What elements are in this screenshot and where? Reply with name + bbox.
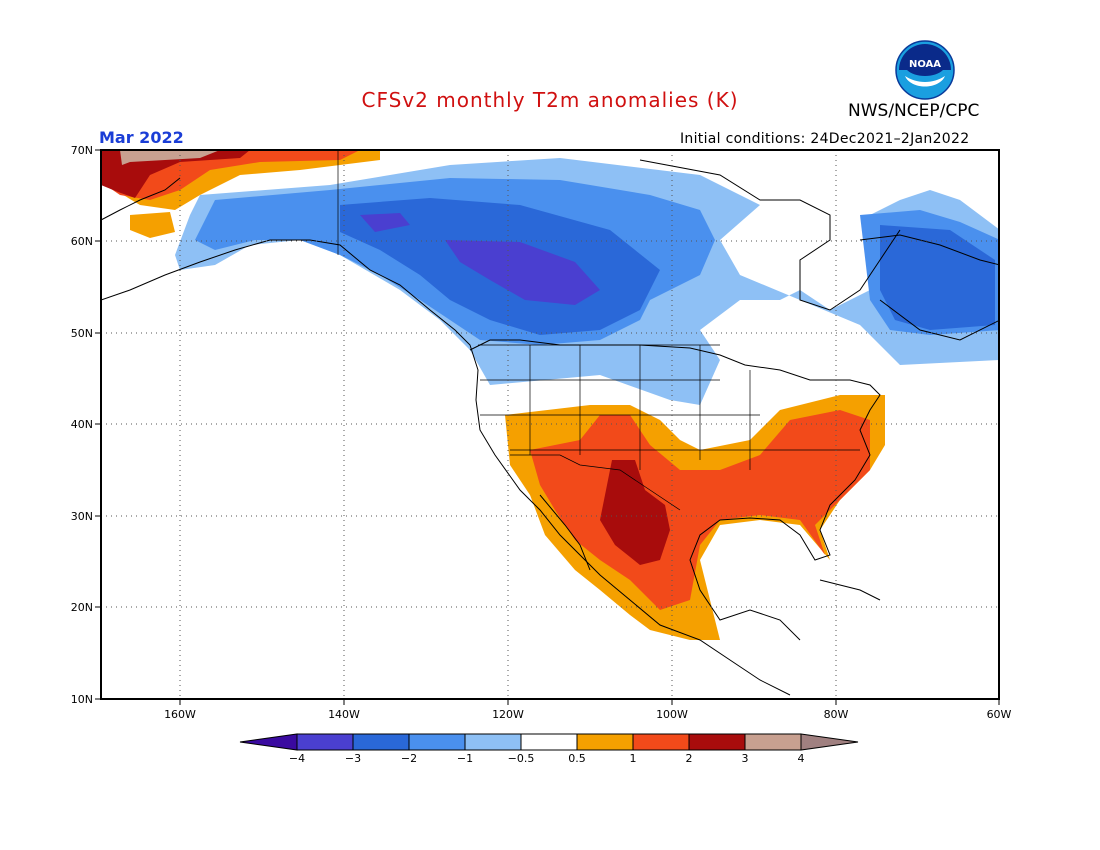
colorbar-label: 4 xyxy=(798,752,805,765)
colorbar-segment-m2 xyxy=(408,733,466,751)
political-boundaries xyxy=(337,150,860,511)
colorbar-segment-m1 xyxy=(464,733,522,751)
lon-label-160w: 160W xyxy=(164,708,196,721)
colorbar-arrow-high xyxy=(800,733,859,751)
anomaly-field xyxy=(101,150,999,640)
anomaly-region-m3-east xyxy=(880,225,995,330)
colorbar-labels: −4 −3 −2 −1 −0.5 0.5 1 2 3 4 xyxy=(289,752,805,765)
lat-label-60n: 60N xyxy=(71,235,93,248)
anomaly-region-p05-alaska-south xyxy=(130,212,175,238)
anomaly-region-m4 xyxy=(445,240,600,305)
color-bar xyxy=(239,733,859,751)
colorbar-segment-neutral xyxy=(520,733,578,751)
colorbar-label: 1 xyxy=(630,752,637,765)
lat-label-70n: 70N xyxy=(71,144,93,157)
tick-marks xyxy=(95,149,1000,705)
colorbar-arrow-low xyxy=(239,733,298,751)
noaa-logo: NOAA xyxy=(895,40,955,100)
colorbar-segment-p2 xyxy=(688,733,746,751)
colorbar-segment-m4 xyxy=(296,733,354,751)
colorbar-label: −3 xyxy=(345,752,361,765)
colorbar-segment-p3 xyxy=(744,733,802,751)
coastlines xyxy=(101,159,999,696)
lon-label-100w: 100W xyxy=(656,708,688,721)
anomaly-region-p2-south xyxy=(600,460,670,565)
colorbar-label: −0.5 xyxy=(508,752,535,765)
agency-label: NWS/NCEP/CPC xyxy=(848,101,980,121)
lon-label-60w: 60W xyxy=(987,708,1012,721)
colorbar-segment-m3 xyxy=(352,733,410,751)
colorbar-label: −2 xyxy=(401,752,417,765)
colorbar-label: 3 xyxy=(742,752,749,765)
logo-text: NOAA xyxy=(909,59,941,70)
lat-label-10n: 10N xyxy=(71,693,93,706)
chart-title: CFSv2 monthly T2m anomalies (K) xyxy=(361,88,739,112)
colorbar-segment-p1 xyxy=(632,733,690,751)
anomaly-region-p3-alaska xyxy=(120,150,220,165)
lat-label-30n: 30N xyxy=(71,510,93,523)
lon-label-140w: 140W xyxy=(328,708,360,721)
lat-label-40n: 40N xyxy=(71,418,93,431)
anomaly-region-p2-alaska xyxy=(101,150,250,198)
lon-label-120w: 120W xyxy=(492,708,524,721)
lat-label-50n: 50N xyxy=(71,327,93,340)
anomaly-region-m4-small xyxy=(360,213,410,232)
lon-label-80w: 80W xyxy=(824,708,849,721)
colorbar-label: −1 xyxy=(457,752,473,765)
initial-conditions: Initial conditions: 24Dec2021–2Jan2022 xyxy=(680,131,970,147)
colorbar-label: −4 xyxy=(289,752,305,765)
forecast-month: Mar 2022 xyxy=(99,128,184,147)
colorbar-label: 0.5 xyxy=(568,752,586,765)
lat-label-20n: 20N xyxy=(71,601,93,614)
colorbar-segment-p05 xyxy=(576,733,634,751)
colorbar-label: 2 xyxy=(686,752,693,765)
